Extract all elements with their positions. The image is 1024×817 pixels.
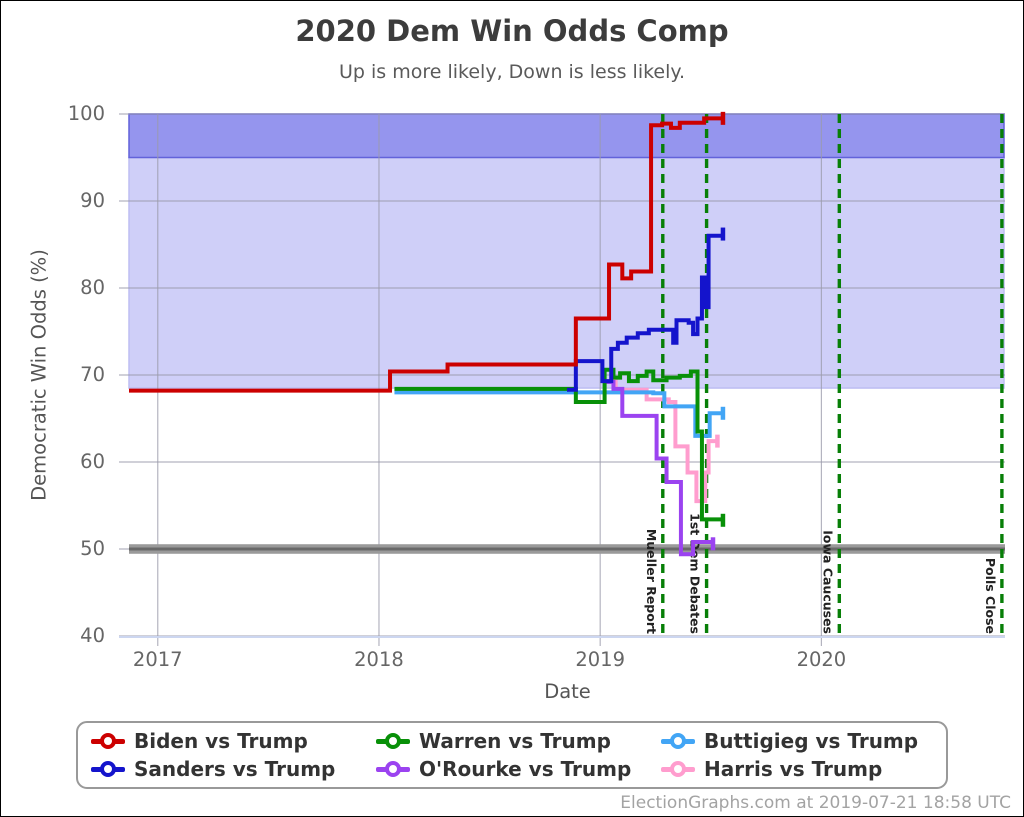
event-label-mueller-report: Mueller Report (644, 529, 659, 634)
x-tick-label-2017: 2017 (132, 648, 183, 671)
legend: Biden vs Trump Sanders vs Trump Warren vs … (76, 721, 948, 789)
legend-item-label: Warren vs Trump (419, 729, 611, 753)
legend-item-label: Buttigieg vs Trump (704, 729, 919, 753)
legend-marker-icon (376, 761, 410, 777)
chart-subtitle: Up is more likely, Down is less likely. (339, 61, 685, 83)
legend-item-buttigieg: Buttigieg vs Trump (661, 729, 946, 753)
legend-marker-icon (91, 761, 125, 777)
legend-item-sanders: Sanders vs Trump (91, 757, 376, 781)
legend-marker-icon (376, 733, 410, 749)
legend-item-label: O'Rourke vs Trump (419, 757, 632, 781)
event-label-1st-dem-debates: 1st Dem Debates (688, 513, 703, 634)
x-tick-label-2019: 2019 (575, 648, 625, 671)
band-safe-zone-dark (128, 113, 1005, 159)
event-label-polls-close: Polls Close (983, 558, 998, 634)
legend-item-label: Sanders vs Trump (134, 757, 336, 781)
series-line-biden (129, 116, 723, 393)
y-tick-label-40: 40 (80, 624, 105, 647)
event-label-iowa-caucuses: Iowa Caucuses (820, 530, 835, 634)
legend-marker-icon (661, 761, 695, 777)
y-tick-label-90: 90 (80, 189, 105, 212)
y-tick-label-50: 50 (80, 537, 105, 560)
series-line-orourke (604, 379, 715, 557)
y-tick-label-60: 60 (80, 450, 105, 473)
legend-item-orourke: O'Rourke vs Trump (376, 757, 661, 781)
x-axis-title: Date (544, 680, 591, 703)
y-tick-label-80: 80 (80, 276, 105, 299)
legend-marker-icon (91, 733, 125, 749)
x-tick-label-2018: 2018 (354, 648, 404, 671)
series-line-buttigieg (394, 390, 723, 438)
legend-item-biden: Biden vs Trump (91, 729, 376, 753)
band-safe-zone-light (128, 156, 1005, 389)
series-line-sanders (567, 233, 725, 392)
y-tick-label-70: 70 (80, 363, 105, 386)
legend-marker-icon (661, 733, 695, 749)
legend-item-label: Biden vs Trump (134, 729, 308, 753)
legend-item-warren: Warren vs Trump (376, 729, 661, 753)
series-line-harris (604, 379, 718, 504)
attribution: ElectionGraphs.com at 2019-07-21 18:58 U… (620, 793, 1011, 813)
y-tick-label-100: 100 (67, 102, 105, 125)
x-tick-label-2020: 2020 (796, 648, 847, 671)
legend-item-harris: Harris vs Trump (661, 757, 946, 781)
chart-title: 2020 Dem Win Odds Comp (295, 14, 729, 48)
legend-item-label: Harris vs Trump (704, 757, 883, 781)
